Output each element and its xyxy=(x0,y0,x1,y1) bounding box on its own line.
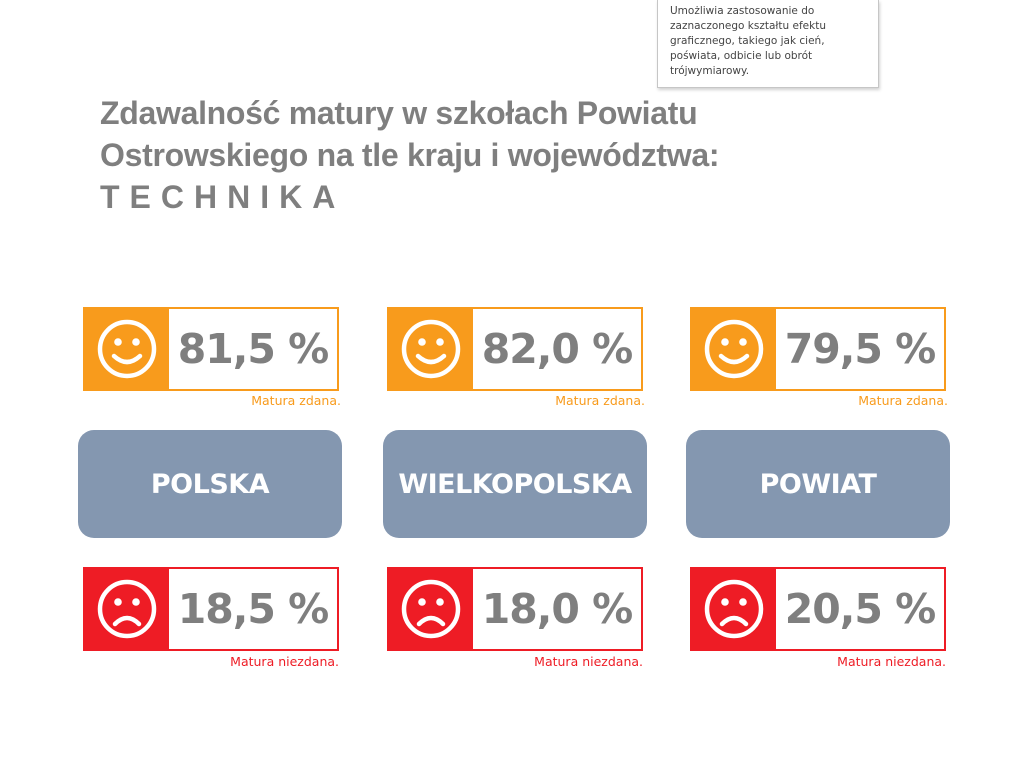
title-line-2: Ostrowskiego na tle kraju i województwa: xyxy=(100,137,720,173)
passed-box-powiat[interactable]: 79,5 % xyxy=(690,307,946,391)
passed-box-polska[interactable]: 81,5 % xyxy=(83,307,339,391)
failed-caption: Matura niezdana. xyxy=(230,654,339,669)
failed-value: 18,0 % xyxy=(481,585,634,633)
region-button-powiat[interactable]: POWIAT xyxy=(686,430,950,538)
failed-caption: Matura niezdana. xyxy=(534,654,643,669)
title-line-1: Zdawalność matury w szkołach Powiatu xyxy=(100,95,698,131)
failed-box-wielkopolska[interactable]: 18,0 % xyxy=(387,567,643,651)
smiley-face-icon xyxy=(85,309,169,389)
tooltip: Umożliwia zastosowanie do zaznaczonego k… xyxy=(657,0,879,88)
region-button-polska[interactable]: POLSKA xyxy=(78,430,342,538)
tooltip-text: Umożliwia zastosowanie do zaznaczonego k… xyxy=(670,5,826,77)
smiley-face-icon xyxy=(389,309,473,389)
title-line-3: TECHNIKA xyxy=(100,179,346,215)
region-button-wielkopolska[interactable]: WIELKOPOLSKA xyxy=(383,430,647,538)
passed-value: 81,5 % xyxy=(177,325,330,373)
failed-box-polska[interactable]: 18,5 % xyxy=(83,567,339,651)
failed-value: 18,5 % xyxy=(177,585,330,633)
sad-face-icon xyxy=(389,569,473,649)
passed-caption: Matura zdana. xyxy=(555,393,645,408)
page-title: Zdawalność matury w szkołach Powiatu Ost… xyxy=(100,92,820,218)
passed-caption: Matura zdana. xyxy=(858,393,948,408)
passed-caption: Matura zdana. xyxy=(251,393,341,408)
failed-value: 20,5 % xyxy=(784,585,937,633)
passed-value: 79,5 % xyxy=(784,325,937,373)
sad-face-icon xyxy=(85,569,169,649)
passed-value: 82,0 % xyxy=(481,325,634,373)
smiley-face-icon xyxy=(692,309,776,389)
failed-box-powiat[interactable]: 20,5 % xyxy=(690,567,946,651)
sad-face-icon xyxy=(692,569,776,649)
failed-caption: Matura niezdana. xyxy=(837,654,946,669)
passed-box-wielkopolska[interactable]: 82,0 % xyxy=(387,307,643,391)
